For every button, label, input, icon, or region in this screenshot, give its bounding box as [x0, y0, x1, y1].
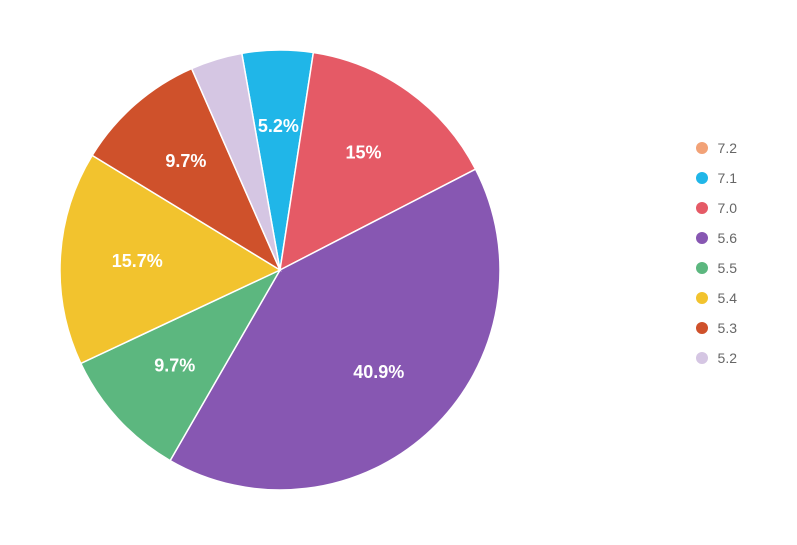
slice-label-5-4: 15.7%	[112, 251, 163, 271]
legend-item-5-2[interactable]: 5.2	[696, 350, 737, 366]
legend-label: 5.5	[718, 260, 737, 276]
slice-label-5-6: 40.9%	[353, 362, 404, 382]
pie-canvas: 5.2% 15% 40.9% 9.7% 15.7% 9.7%	[40, 30, 520, 510]
legend-label: 5.4	[718, 290, 737, 306]
legend-item-5-4[interactable]: 5.4	[696, 290, 737, 306]
legend-label: 7.0	[718, 200, 737, 216]
slice-label-5-5: 9.7%	[154, 356, 195, 376]
legend-swatch-icon	[696, 172, 708, 184]
slice-label-7-1: 5.2%	[258, 116, 299, 136]
legend-swatch-icon	[696, 142, 708, 154]
legend-item-7-1[interactable]: 7.1	[696, 170, 737, 186]
slice-label-5-3: 9.7%	[165, 151, 206, 171]
legend-item-7-0[interactable]: 7.0	[696, 200, 737, 216]
legend-label: 7.1	[718, 170, 737, 186]
legend-swatch-icon	[696, 352, 708, 364]
legend-swatch-icon	[696, 322, 708, 334]
legend-swatch-icon	[696, 202, 708, 214]
legend-swatch-icon	[696, 292, 708, 304]
pie-chart: 5.2% 15% 40.9% 9.7% 15.7% 9.7% 7.2 7.1 7.0 5.6 5.…	[0, 0, 797, 545]
legend-swatch-icon	[696, 262, 708, 274]
legend-label: 5.2	[718, 350, 737, 366]
legend-swatch-icon	[696, 232, 708, 244]
legend: 7.2 7.1 7.0 5.6 5.5 5.4 5.3 5.2	[696, 140, 737, 380]
pie-svg: 5.2% 15% 40.9% 9.7% 15.7% 9.7%	[40, 30, 520, 510]
legend-label: 5.6	[718, 230, 737, 246]
legend-item-7-2[interactable]: 7.2	[696, 140, 737, 156]
slice-label-7-0: 15%	[345, 143, 381, 163]
legend-label: 7.2	[718, 140, 737, 156]
legend-item-5-3[interactable]: 5.3	[696, 320, 737, 336]
legend-item-5-5[interactable]: 5.5	[696, 260, 737, 276]
legend-label: 5.3	[718, 320, 737, 336]
legend-item-5-6[interactable]: 5.6	[696, 230, 737, 246]
